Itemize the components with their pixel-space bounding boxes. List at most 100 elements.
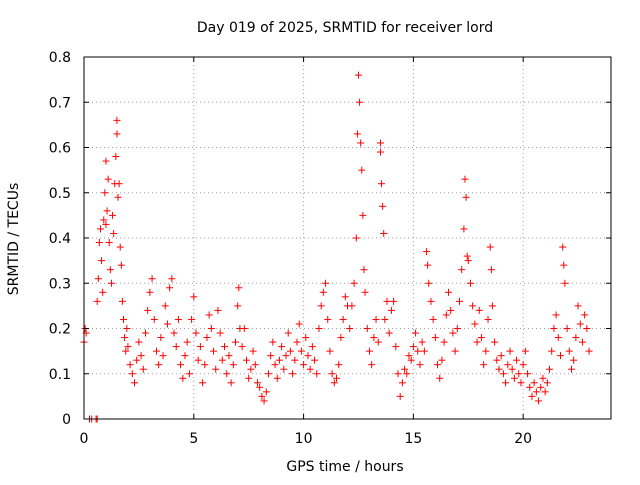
data-point <box>445 288 453 296</box>
data-point <box>475 306 483 314</box>
y-tick-label: 0.4 <box>49 231 71 247</box>
data-point <box>289 370 297 378</box>
data-point <box>218 356 226 364</box>
data-point <box>293 338 301 346</box>
data-point <box>152 347 160 355</box>
data-point <box>133 356 141 364</box>
data-point <box>519 361 527 369</box>
data-point <box>535 397 543 405</box>
data-point <box>499 370 507 378</box>
data-point <box>359 211 367 219</box>
data-point <box>506 347 514 355</box>
data-point <box>234 302 242 310</box>
grid <box>84 57 611 419</box>
y-tick-label: 0 <box>62 412 71 428</box>
data-point <box>120 315 128 323</box>
data-point <box>394 370 402 378</box>
data-point <box>286 347 294 355</box>
data-point <box>431 334 439 342</box>
data-point <box>567 365 575 373</box>
plot-frame <box>83 56 612 420</box>
data-point <box>380 229 388 237</box>
data-point <box>102 220 110 228</box>
data-point <box>115 180 123 188</box>
data-point <box>585 347 593 355</box>
data-point <box>102 157 110 165</box>
data-point <box>559 243 567 251</box>
data-point <box>464 257 472 265</box>
data-point <box>335 361 343 369</box>
data-point <box>383 297 391 305</box>
data-point <box>554 334 562 342</box>
data-point <box>407 356 415 364</box>
data-point <box>223 370 231 378</box>
data-point <box>116 243 124 251</box>
data-point <box>300 361 308 369</box>
data-point <box>491 338 499 346</box>
data-point <box>166 284 174 292</box>
data-point <box>190 293 198 301</box>
data-point <box>123 325 131 332</box>
data-point <box>455 297 463 305</box>
data-point <box>194 356 202 364</box>
data-point <box>117 261 125 269</box>
data-point <box>109 211 117 219</box>
data-point <box>284 329 292 337</box>
data-point <box>247 365 255 373</box>
data-point <box>319 288 327 296</box>
data-point <box>515 370 523 378</box>
data-point <box>460 225 468 233</box>
data-point <box>245 374 253 382</box>
data-point <box>488 302 496 310</box>
y-tick-label: 0.1 <box>49 367 71 383</box>
data-point <box>155 361 163 369</box>
data-point <box>473 338 481 346</box>
data-point <box>328 370 336 378</box>
data-point <box>469 302 477 310</box>
data-point <box>434 361 442 369</box>
data-point <box>339 315 347 323</box>
data-point <box>392 343 400 351</box>
data-point <box>258 392 266 400</box>
data-point <box>427 297 435 305</box>
data-point <box>471 320 479 328</box>
data-point <box>112 153 120 161</box>
data-point <box>552 311 560 319</box>
data-point <box>572 334 580 342</box>
data-point <box>203 334 211 342</box>
data-point <box>563 325 571 332</box>
data-point <box>105 239 113 247</box>
x-axis-label: GPS time / hours <box>286 459 403 475</box>
data-point <box>227 379 235 387</box>
data-point <box>159 352 167 360</box>
y-tick-label: 0.7 <box>49 95 71 111</box>
data-point <box>412 329 420 337</box>
data-point <box>94 275 102 283</box>
data-point <box>161 302 169 310</box>
data-point <box>96 225 104 233</box>
data-point <box>207 325 215 332</box>
data-point <box>242 356 250 364</box>
data-point <box>98 257 106 265</box>
data-point <box>317 302 325 310</box>
data-point <box>565 347 573 355</box>
data-point <box>99 288 107 296</box>
data-point <box>100 216 108 224</box>
data-point <box>196 343 204 351</box>
data-point <box>121 334 129 342</box>
data-point <box>275 356 283 364</box>
data-point <box>418 338 426 346</box>
x-tick-label: 20 <box>514 431 532 447</box>
data-point <box>414 347 422 355</box>
data-point <box>429 315 437 323</box>
chart-title: Day 019 of 2025, SRMTID for receiver lor… <box>197 20 493 36</box>
data-point <box>271 361 279 369</box>
y-tick-label: 0.5 <box>49 186 71 202</box>
data-point <box>398 379 406 387</box>
y-axis-label: SRMTID / TECUs <box>6 183 22 296</box>
data-point <box>487 266 495 274</box>
data-point <box>199 379 207 387</box>
data-point <box>124 343 132 351</box>
y-tick-label: 0.8 <box>49 50 71 66</box>
data-point <box>541 388 549 396</box>
